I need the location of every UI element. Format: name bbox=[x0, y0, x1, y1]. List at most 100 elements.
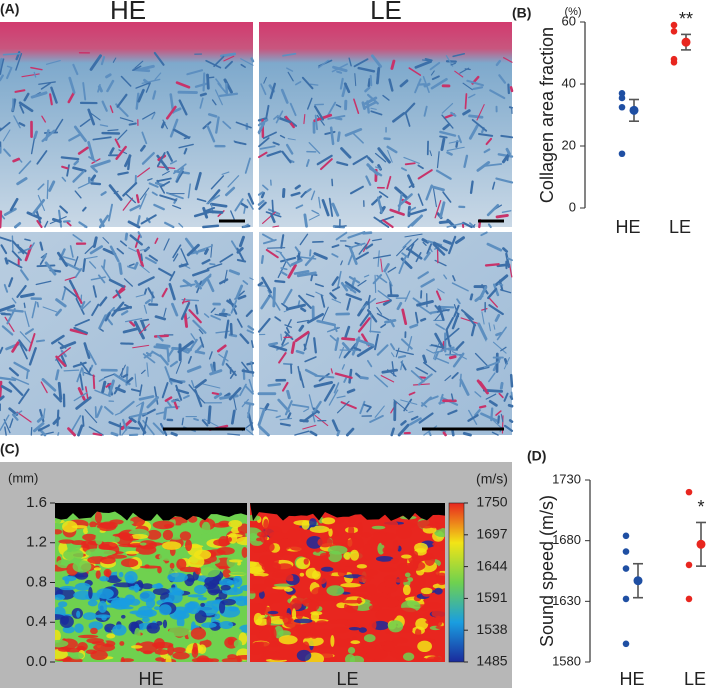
texture bbox=[139, 542, 147, 546]
texture bbox=[139, 565, 161, 569]
fiber bbox=[144, 299, 151, 305]
fiber bbox=[376, 312, 390, 321]
fiber bbox=[107, 379, 115, 397]
fiber bbox=[18, 339, 28, 352]
fiber bbox=[421, 59, 429, 62]
fiber bbox=[283, 288, 293, 304]
fiber bbox=[498, 74, 507, 84]
texture bbox=[417, 640, 433, 652]
texture bbox=[267, 610, 279, 615]
fiber bbox=[407, 336, 413, 352]
fiber bbox=[193, 417, 199, 422]
fiber bbox=[441, 114, 454, 129]
fiber bbox=[155, 411, 166, 415]
texture bbox=[366, 584, 377, 596]
fiber bbox=[277, 260, 287, 279]
fiber bbox=[386, 175, 392, 190]
fiber bbox=[286, 389, 291, 400]
fiber bbox=[320, 294, 326, 308]
fiber bbox=[11, 341, 20, 353]
fiber bbox=[373, 216, 390, 228]
fiber bbox=[182, 394, 190, 400]
texture bbox=[78, 634, 99, 639]
fiber bbox=[241, 398, 249, 408]
fiber bbox=[16, 411, 32, 423]
fiber bbox=[154, 72, 162, 81]
texture bbox=[152, 587, 170, 596]
fiber bbox=[77, 146, 89, 155]
fiber bbox=[291, 403, 310, 409]
texture bbox=[74, 623, 84, 634]
data-point bbox=[685, 488, 693, 496]
texture bbox=[431, 609, 445, 618]
fiber bbox=[497, 415, 500, 424]
fiber bbox=[399, 79, 409, 88]
fiber bbox=[313, 380, 334, 388]
fiber bbox=[223, 55, 235, 62]
texture bbox=[396, 654, 402, 662]
fiber bbox=[206, 73, 210, 90]
fiber bbox=[81, 300, 92, 310]
texture bbox=[163, 524, 174, 529]
texture bbox=[344, 538, 364, 551]
texture bbox=[200, 602, 205, 607]
fiber bbox=[129, 234, 143, 246]
texture bbox=[157, 566, 162, 574]
y-tick-label: 1680 bbox=[552, 532, 581, 547]
texture bbox=[222, 568, 231, 578]
texture bbox=[187, 594, 204, 598]
fiber bbox=[245, 309, 253, 318]
texture bbox=[145, 597, 156, 609]
texture bbox=[71, 540, 87, 546]
texture bbox=[130, 534, 149, 540]
fiber bbox=[441, 102, 454, 114]
fiber bbox=[366, 100, 370, 114]
texture bbox=[169, 625, 190, 637]
fiber bbox=[260, 255, 264, 265]
fiber bbox=[128, 320, 136, 327]
fiber bbox=[91, 159, 111, 168]
fiber bbox=[313, 337, 317, 354]
fiber bbox=[487, 223, 492, 229]
fiber bbox=[316, 319, 337, 327]
x-category-label: HE bbox=[138, 669, 163, 688]
fiber bbox=[270, 294, 281, 311]
fiber bbox=[11, 297, 17, 304]
fiber bbox=[294, 246, 301, 254]
texture bbox=[357, 575, 372, 583]
texture bbox=[271, 627, 277, 641]
fiber bbox=[390, 352, 395, 358]
fiber bbox=[275, 415, 281, 419]
fiber bbox=[305, 159, 310, 168]
fiber bbox=[139, 193, 147, 210]
fiber bbox=[380, 375, 395, 383]
texture bbox=[179, 531, 192, 541]
fiber bbox=[89, 261, 97, 269]
texture bbox=[119, 571, 124, 578]
fiber bbox=[164, 396, 173, 402]
fiber bbox=[151, 112, 156, 120]
fiber bbox=[36, 150, 48, 165]
fiber bbox=[331, 244, 340, 249]
texture bbox=[236, 655, 241, 662]
texture bbox=[357, 568, 379, 577]
fiber bbox=[341, 364, 345, 370]
fiber bbox=[224, 60, 233, 69]
fiber bbox=[331, 286, 341, 292]
fiber bbox=[81, 368, 85, 376]
fiber bbox=[333, 382, 340, 394]
fiber bbox=[84, 409, 98, 424]
fiber bbox=[50, 86, 58, 104]
fiber bbox=[468, 114, 484, 119]
fiber bbox=[139, 247, 150, 251]
fiber bbox=[359, 310, 372, 327]
texture bbox=[308, 600, 320, 611]
fiber bbox=[24, 238, 31, 242]
fiber bbox=[354, 73, 357, 87]
fiber bbox=[176, 170, 184, 183]
fiber bbox=[442, 239, 452, 245]
fiber bbox=[464, 93, 468, 110]
fiber bbox=[227, 433, 241, 436]
texture bbox=[315, 549, 321, 553]
texture bbox=[120, 657, 125, 662]
